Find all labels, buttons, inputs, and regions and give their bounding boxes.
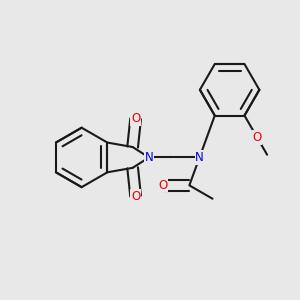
Text: O: O: [131, 112, 140, 125]
Text: N: N: [145, 151, 153, 164]
Text: O: O: [253, 131, 262, 144]
Text: O: O: [131, 190, 140, 202]
Text: N: N: [195, 151, 204, 164]
Text: O: O: [158, 179, 167, 192]
